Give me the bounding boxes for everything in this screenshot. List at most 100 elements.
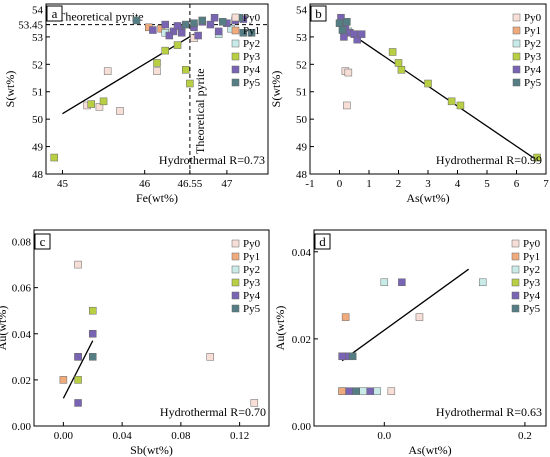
legend-swatch bbox=[231, 265, 240, 274]
legend-label: Py1 bbox=[243, 251, 260, 263]
panel-label-box bbox=[34, 233, 51, 250]
x-tick-label: 0.00 bbox=[54, 430, 74, 442]
data-point bbox=[177, 29, 186, 37]
data-point bbox=[398, 278, 406, 287]
data-point bbox=[206, 20, 215, 29]
legend-label: Py0 bbox=[524, 12, 542, 24]
panel-b: -1 0 1 2 3 4 5 6 7 48 49 50 51 52 53 54 As(wt%) S(wt%) b Py… bbox=[269, 3, 549, 205]
legend-swatch bbox=[512, 13, 521, 22]
regression-line bbox=[62, 340, 94, 399]
series-Py0 bbox=[74, 260, 259, 407]
series-Py4 bbox=[74, 330, 97, 407]
panel-label-box bbox=[310, 5, 327, 22]
data-point bbox=[250, 399, 259, 407]
data-point bbox=[153, 67, 161, 75]
data-point bbox=[214, 27, 223, 36]
data-point bbox=[335, 19, 344, 27]
data-point bbox=[388, 48, 397, 56]
panel-label: c bbox=[40, 234, 46, 249]
correlation-annotation: Hydrothermal R=0.70 bbox=[160, 405, 266, 419]
data-point bbox=[338, 352, 346, 361]
x-tick-label: 0 bbox=[337, 178, 343, 190]
data-point bbox=[157, 24, 165, 33]
y-tick-label: 52 bbox=[296, 59, 307, 71]
regression-line bbox=[341, 268, 470, 362]
y-tick-label: 0.08 bbox=[12, 237, 32, 249]
legend-label: Py1 bbox=[243, 25, 260, 37]
legend-swatch bbox=[511, 252, 520, 261]
y-tick-label: 49 bbox=[296, 142, 308, 154]
legend-swatch bbox=[231, 291, 240, 300]
legend-label: Py3 bbox=[523, 277, 541, 289]
data-point bbox=[186, 79, 194, 88]
legend-label: Py5 bbox=[243, 77, 261, 89]
y-tick-label: 53 bbox=[296, 32, 308, 44]
data-point bbox=[338, 26, 347, 34]
legend-swatch bbox=[231, 278, 240, 287]
data-point bbox=[169, 27, 178, 36]
x-axis-title: Fe(wt%) bbox=[136, 191, 178, 205]
legend-label: Py0 bbox=[523, 238, 541, 250]
x-tick-label: 4 bbox=[455, 178, 461, 190]
series-Py0 bbox=[341, 67, 353, 110]
data-point bbox=[397, 66, 406, 74]
panel-a: Theoretical pyrite Theoretical pyrite 45 46… bbox=[3, 3, 269, 205]
legend-label: Py3 bbox=[243, 277, 261, 289]
legend-label: Py2 bbox=[243, 264, 260, 276]
data-point bbox=[173, 41, 182, 49]
legend-swatch bbox=[511, 291, 520, 300]
regression-line bbox=[339, 25, 538, 161]
data-point bbox=[424, 79, 432, 88]
series-Py4 bbox=[338, 278, 406, 395]
y-tick-label: 0.04 bbox=[12, 329, 32, 341]
data-point bbox=[341, 313, 350, 321]
panel-label: a bbox=[52, 6, 58, 21]
plot-frame bbox=[45, 3, 269, 175]
data-point bbox=[182, 20, 190, 29]
x-tick-label: 3 bbox=[425, 178, 431, 190]
legend-label: Py0 bbox=[243, 12, 261, 24]
panel-label-box bbox=[46, 5, 63, 22]
y-tick-label: 49 bbox=[32, 142, 44, 154]
data-point bbox=[415, 313, 424, 321]
y-tick-label: 51 bbox=[32, 87, 43, 99]
data-point bbox=[359, 387, 367, 395]
legend-label: Py0 bbox=[243, 238, 261, 250]
legend-swatch bbox=[231, 239, 240, 248]
y-tick-label: 48 bbox=[296, 169, 308, 181]
legend-label: Py5 bbox=[523, 303, 541, 315]
data-point bbox=[50, 153, 58, 162]
series-Py5 bbox=[335, 18, 351, 34]
series-Py3 bbox=[388, 48, 541, 162]
data-point bbox=[132, 16, 141, 25]
legend-label: Py5 bbox=[243, 303, 261, 315]
data-point bbox=[173, 22, 182, 30]
legend-swatch bbox=[231, 304, 240, 313]
legend-swatch bbox=[231, 13, 240, 22]
data-point bbox=[165, 31, 174, 40]
data-point bbox=[478, 278, 487, 287]
x-axis-title: As(wt%) bbox=[408, 443, 451, 457]
y-tick-label: 0.06 bbox=[12, 283, 32, 295]
data-point bbox=[190, 19, 198, 27]
legend-swatch bbox=[512, 26, 521, 35]
y-tick-label: 54 bbox=[32, 4, 44, 16]
y-tick-label: 51 bbox=[296, 87, 307, 99]
legend-swatch bbox=[231, 78, 240, 87]
data-point bbox=[194, 31, 202, 40]
legend-swatch bbox=[512, 78, 521, 87]
legend-swatch bbox=[511, 278, 520, 287]
correlation-annotation: Hydrothermal R=0.63 bbox=[436, 405, 542, 419]
data-point bbox=[210, 13, 219, 22]
data-point bbox=[456, 101, 465, 110]
data-point bbox=[343, 18, 351, 26]
x-tick-label: 47 bbox=[221, 178, 233, 190]
data-point bbox=[149, 26, 157, 34]
legend-swatch bbox=[231, 39, 240, 48]
data-point bbox=[99, 97, 108, 106]
y-tick-label: 53 bbox=[32, 32, 44, 44]
x-tick-label: 2 bbox=[396, 178, 402, 190]
legend-label: Py2 bbox=[243, 38, 260, 50]
